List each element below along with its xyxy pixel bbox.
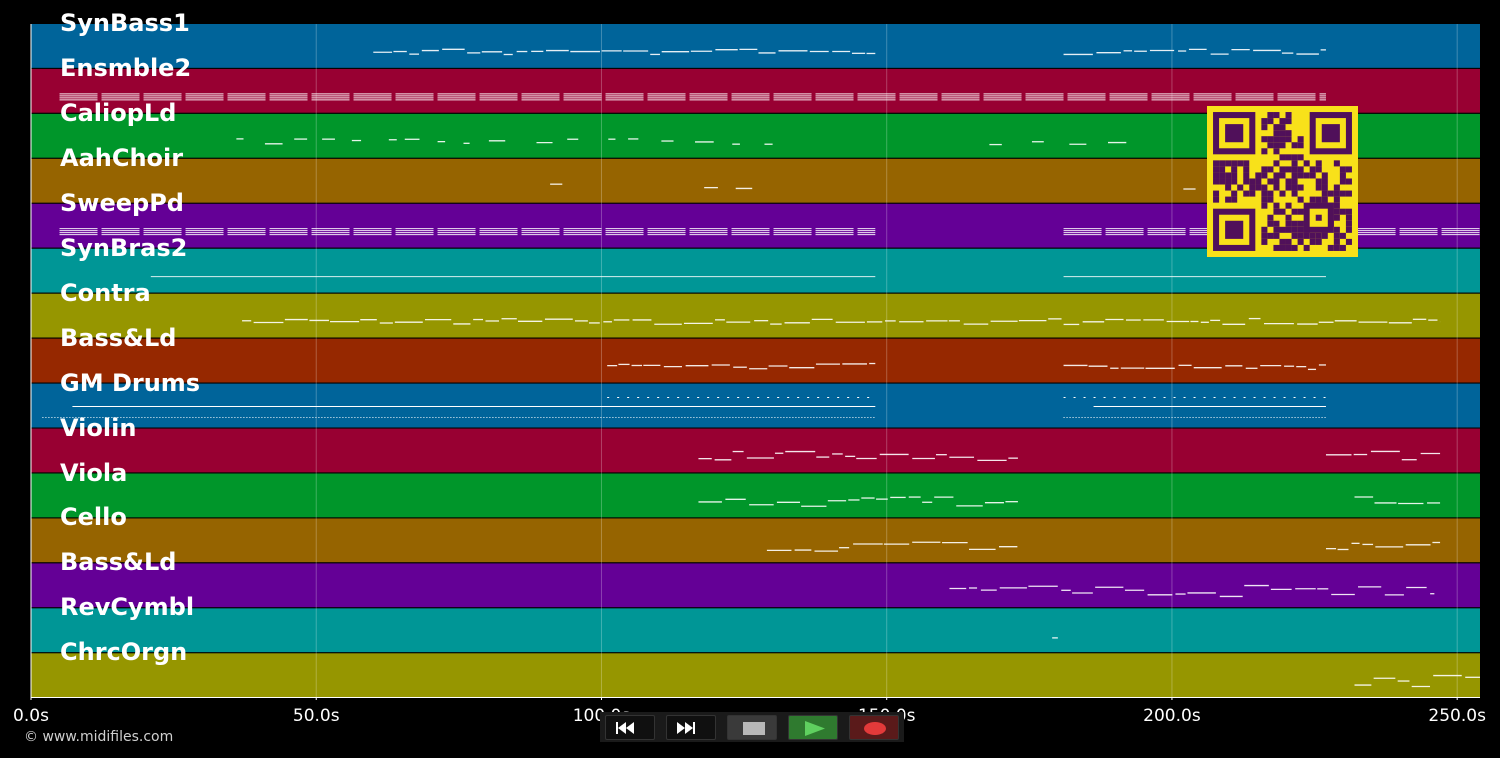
track-notes xyxy=(373,48,1326,56)
track-notes xyxy=(698,450,1441,462)
track-notes xyxy=(59,93,1326,101)
transport-controls xyxy=(600,712,904,742)
fast-forward-button[interactable] xyxy=(666,715,716,740)
track-label: Viola xyxy=(60,458,128,487)
track-lane[interactable] xyxy=(31,473,1480,518)
stop-icon xyxy=(743,722,765,735)
tick-label: 50.0s xyxy=(292,706,340,726)
track-notes xyxy=(1354,674,1480,688)
track-lane[interactable] xyxy=(31,24,1480,68)
track-label: RevCymbl xyxy=(60,593,195,622)
track-lane[interactable] xyxy=(31,428,1480,473)
track-lane[interactable] xyxy=(31,563,1480,608)
track-lane[interactable] xyxy=(31,653,1480,698)
track-notes xyxy=(607,362,1326,371)
track-lane[interactable] xyxy=(31,608,1480,653)
play-button[interactable] xyxy=(788,715,838,740)
track-label: Ensmble2 xyxy=(60,53,192,82)
track-label: Cello xyxy=(60,503,127,532)
track-label: GM Drums xyxy=(60,368,201,397)
track-label: CaliopLd xyxy=(60,98,177,127)
track-notes xyxy=(59,228,1480,236)
track-notes xyxy=(550,183,1196,190)
fast-forward-icon xyxy=(677,722,695,734)
copyright-text: © www.midifiles.com xyxy=(24,729,174,745)
track-notes xyxy=(949,584,1435,598)
record-icon xyxy=(864,722,886,735)
track-label: ChrcOrgn xyxy=(60,638,188,667)
qr-code-icon xyxy=(1207,106,1358,257)
tick-label: 200.0s xyxy=(1143,706,1201,726)
record-button[interactable] xyxy=(849,715,899,740)
track-label: SynBass1 xyxy=(60,9,190,37)
track-label: SynBras2 xyxy=(60,233,188,262)
rewind-button[interactable] xyxy=(605,715,655,740)
track-notes xyxy=(698,496,1441,507)
track-notes xyxy=(236,138,1127,146)
rewind-icon xyxy=(616,722,634,734)
track-label: SweepPd xyxy=(60,188,184,217)
tick-label: 0.0s xyxy=(13,706,49,726)
track-notes xyxy=(242,317,1441,326)
tick-label: 250.0s xyxy=(1428,706,1486,726)
piano-roll[interactable] xyxy=(0,0,1500,700)
track-lane[interactable] xyxy=(31,383,1480,428)
track-label: Bass&Ld xyxy=(60,548,177,577)
track-label: Bass&Ld xyxy=(60,323,177,352)
stop-button[interactable] xyxy=(727,715,777,740)
track-label: Violin xyxy=(60,413,137,442)
track-lane[interactable] xyxy=(31,338,1480,383)
play-icon xyxy=(805,721,825,736)
track-notes xyxy=(766,541,1441,552)
track-lane[interactable] xyxy=(31,68,1480,113)
track-lane[interactable] xyxy=(31,518,1480,563)
track-notes xyxy=(42,396,1326,418)
track-lane[interactable] xyxy=(31,293,1480,338)
track-label: AahChoir xyxy=(60,143,184,172)
track-label: Contra xyxy=(60,278,151,307)
